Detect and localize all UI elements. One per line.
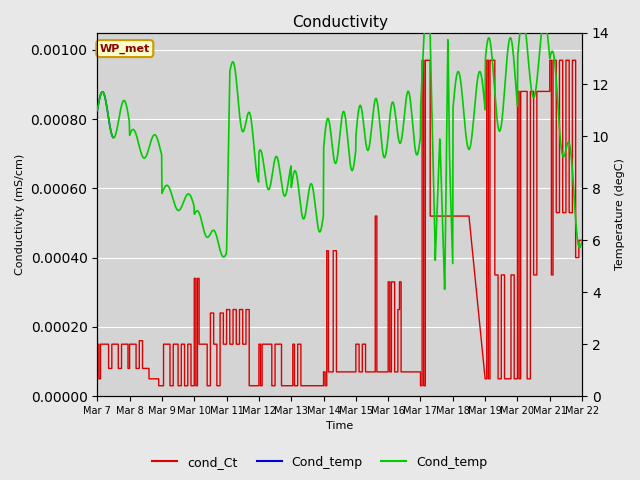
Text: WP_met: WP_met	[100, 44, 150, 54]
Y-axis label: Conductivity (mS/cm): Conductivity (mS/cm)	[15, 154, 25, 275]
Title: Conductivity: Conductivity	[292, 15, 388, 30]
Legend: cond_Ct, Cond_temp, Cond_temp: cond_Ct, Cond_temp, Cond_temp	[147, 451, 493, 474]
Y-axis label: Temperature (degC): Temperature (degC)	[615, 158, 625, 270]
X-axis label: Time: Time	[326, 421, 353, 432]
